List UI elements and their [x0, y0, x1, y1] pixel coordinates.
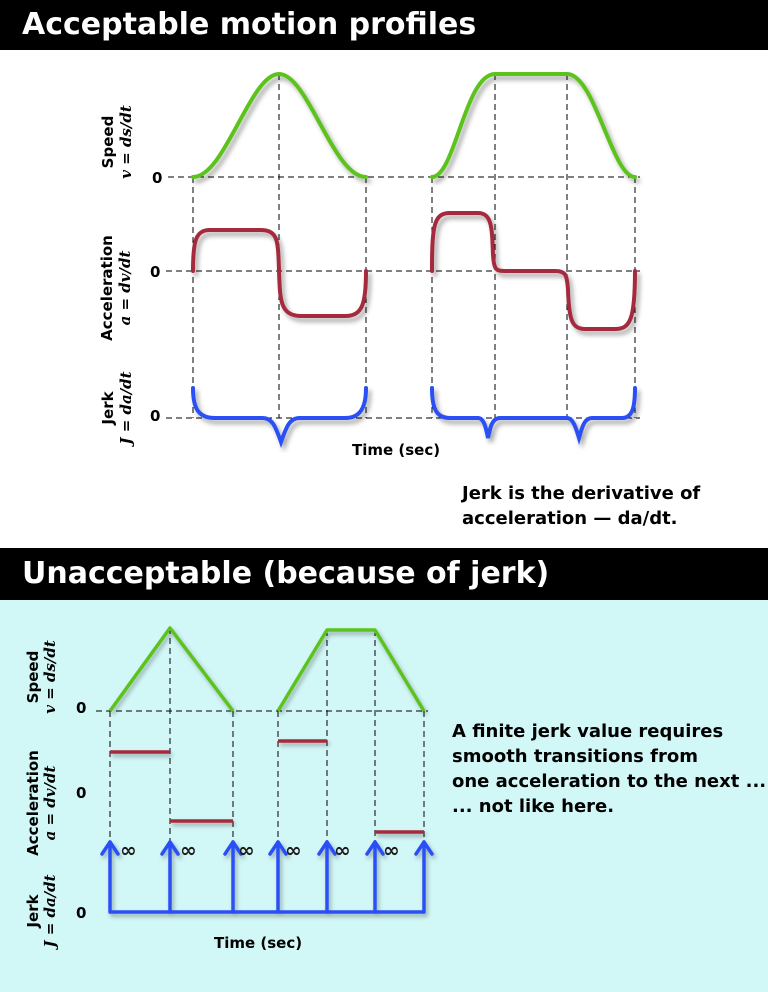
- note-line: acceleration — da/dt.: [462, 508, 678, 529]
- bottom-speed-zero: 0: [76, 699, 86, 717]
- bottom-acceleration-segments: [110, 739, 424, 834]
- top-acceleration-label: Acceleration: [98, 235, 116, 341]
- infinity-label: ∞: [383, 838, 400, 862]
- unacceptable-section-panel: [0, 600, 768, 992]
- unacceptable-section-title: Unacceptable (because of jerk): [0, 548, 768, 600]
- bottom-jerk-formula: J = da/dt: [41, 874, 59, 950]
- top-speed-formula: v = ds/dt: [117, 105, 135, 179]
- bottom-time-axis-label: Time (sec): [214, 934, 302, 952]
- top-speed-curves: [191, 71, 637, 179]
- infinity-labels: ∞ ∞ ∞ ∞ ∞ ∞: [120, 838, 400, 862]
- bottom-speed-formula: v = ds/dt: [41, 640, 59, 714]
- top-acceleration-curves: [191, 211, 637, 331]
- infinity-label: ∞: [285, 838, 302, 862]
- bottom-gridlines: [96, 628, 428, 912]
- top-jerk-curves: [191, 386, 637, 449]
- jerk-definition-note: Jerk is the derivative of acceleration —…: [462, 481, 700, 531]
- top-jerk-label: Jerk: [99, 390, 117, 425]
- infinity-label: ∞: [180, 838, 197, 862]
- top-speed-zero: 0: [152, 169, 162, 187]
- top-speed-label: Speed: [99, 116, 117, 169]
- top-acceleration-zero: 0: [150, 263, 160, 281]
- bottom-acceleration-formula: a = dv/dt: [41, 766, 59, 841]
- top-y-labels: Speed v = ds/dt Acceleration a = dv/dt J…: [98, 105, 440, 459]
- bottom-jerk-zero: 0: [76, 904, 86, 922]
- finite-jerk-note: A finite jerk value requires smooth tran…: [452, 719, 766, 819]
- infinity-label: ∞: [238, 838, 255, 862]
- note-line: smooth transitions from: [452, 746, 698, 767]
- note-line: Jerk is the derivative of: [462, 483, 701, 504]
- bottom-y-labels: Speed v = ds/dt Acceleration a = dv/dt J…: [24, 640, 302, 952]
- top-jerk-formula: J = da/dt: [117, 371, 135, 447]
- bottom-speed-lines: [108, 626, 426, 713]
- acceptable-section-title: Acceptable motion profiles: [0, 0, 768, 50]
- bottom-acceleration-zero: 0: [76, 784, 86, 802]
- top-jerk-zero: 0: [150, 407, 160, 425]
- top-time-axis-label: Time (sec): [352, 441, 440, 459]
- note-line: A finite jerk value requires: [452, 721, 724, 742]
- bottom-speed-label: Speed: [24, 651, 42, 704]
- infinity-label: ∞: [334, 838, 351, 862]
- note-line: ... not like here.: [452, 796, 615, 817]
- infinity-label: ∞: [120, 838, 137, 862]
- bottom-jerk-impulses: [100, 840, 434, 914]
- top-acceleration-formula: a = dv/dt: [116, 251, 134, 326]
- note-line: one acceleration to the next ...: [452, 771, 767, 792]
- bottom-jerk-label: Jerk: [24, 893, 42, 928]
- bottom-acceleration-label: Acceleration: [24, 750, 42, 856]
